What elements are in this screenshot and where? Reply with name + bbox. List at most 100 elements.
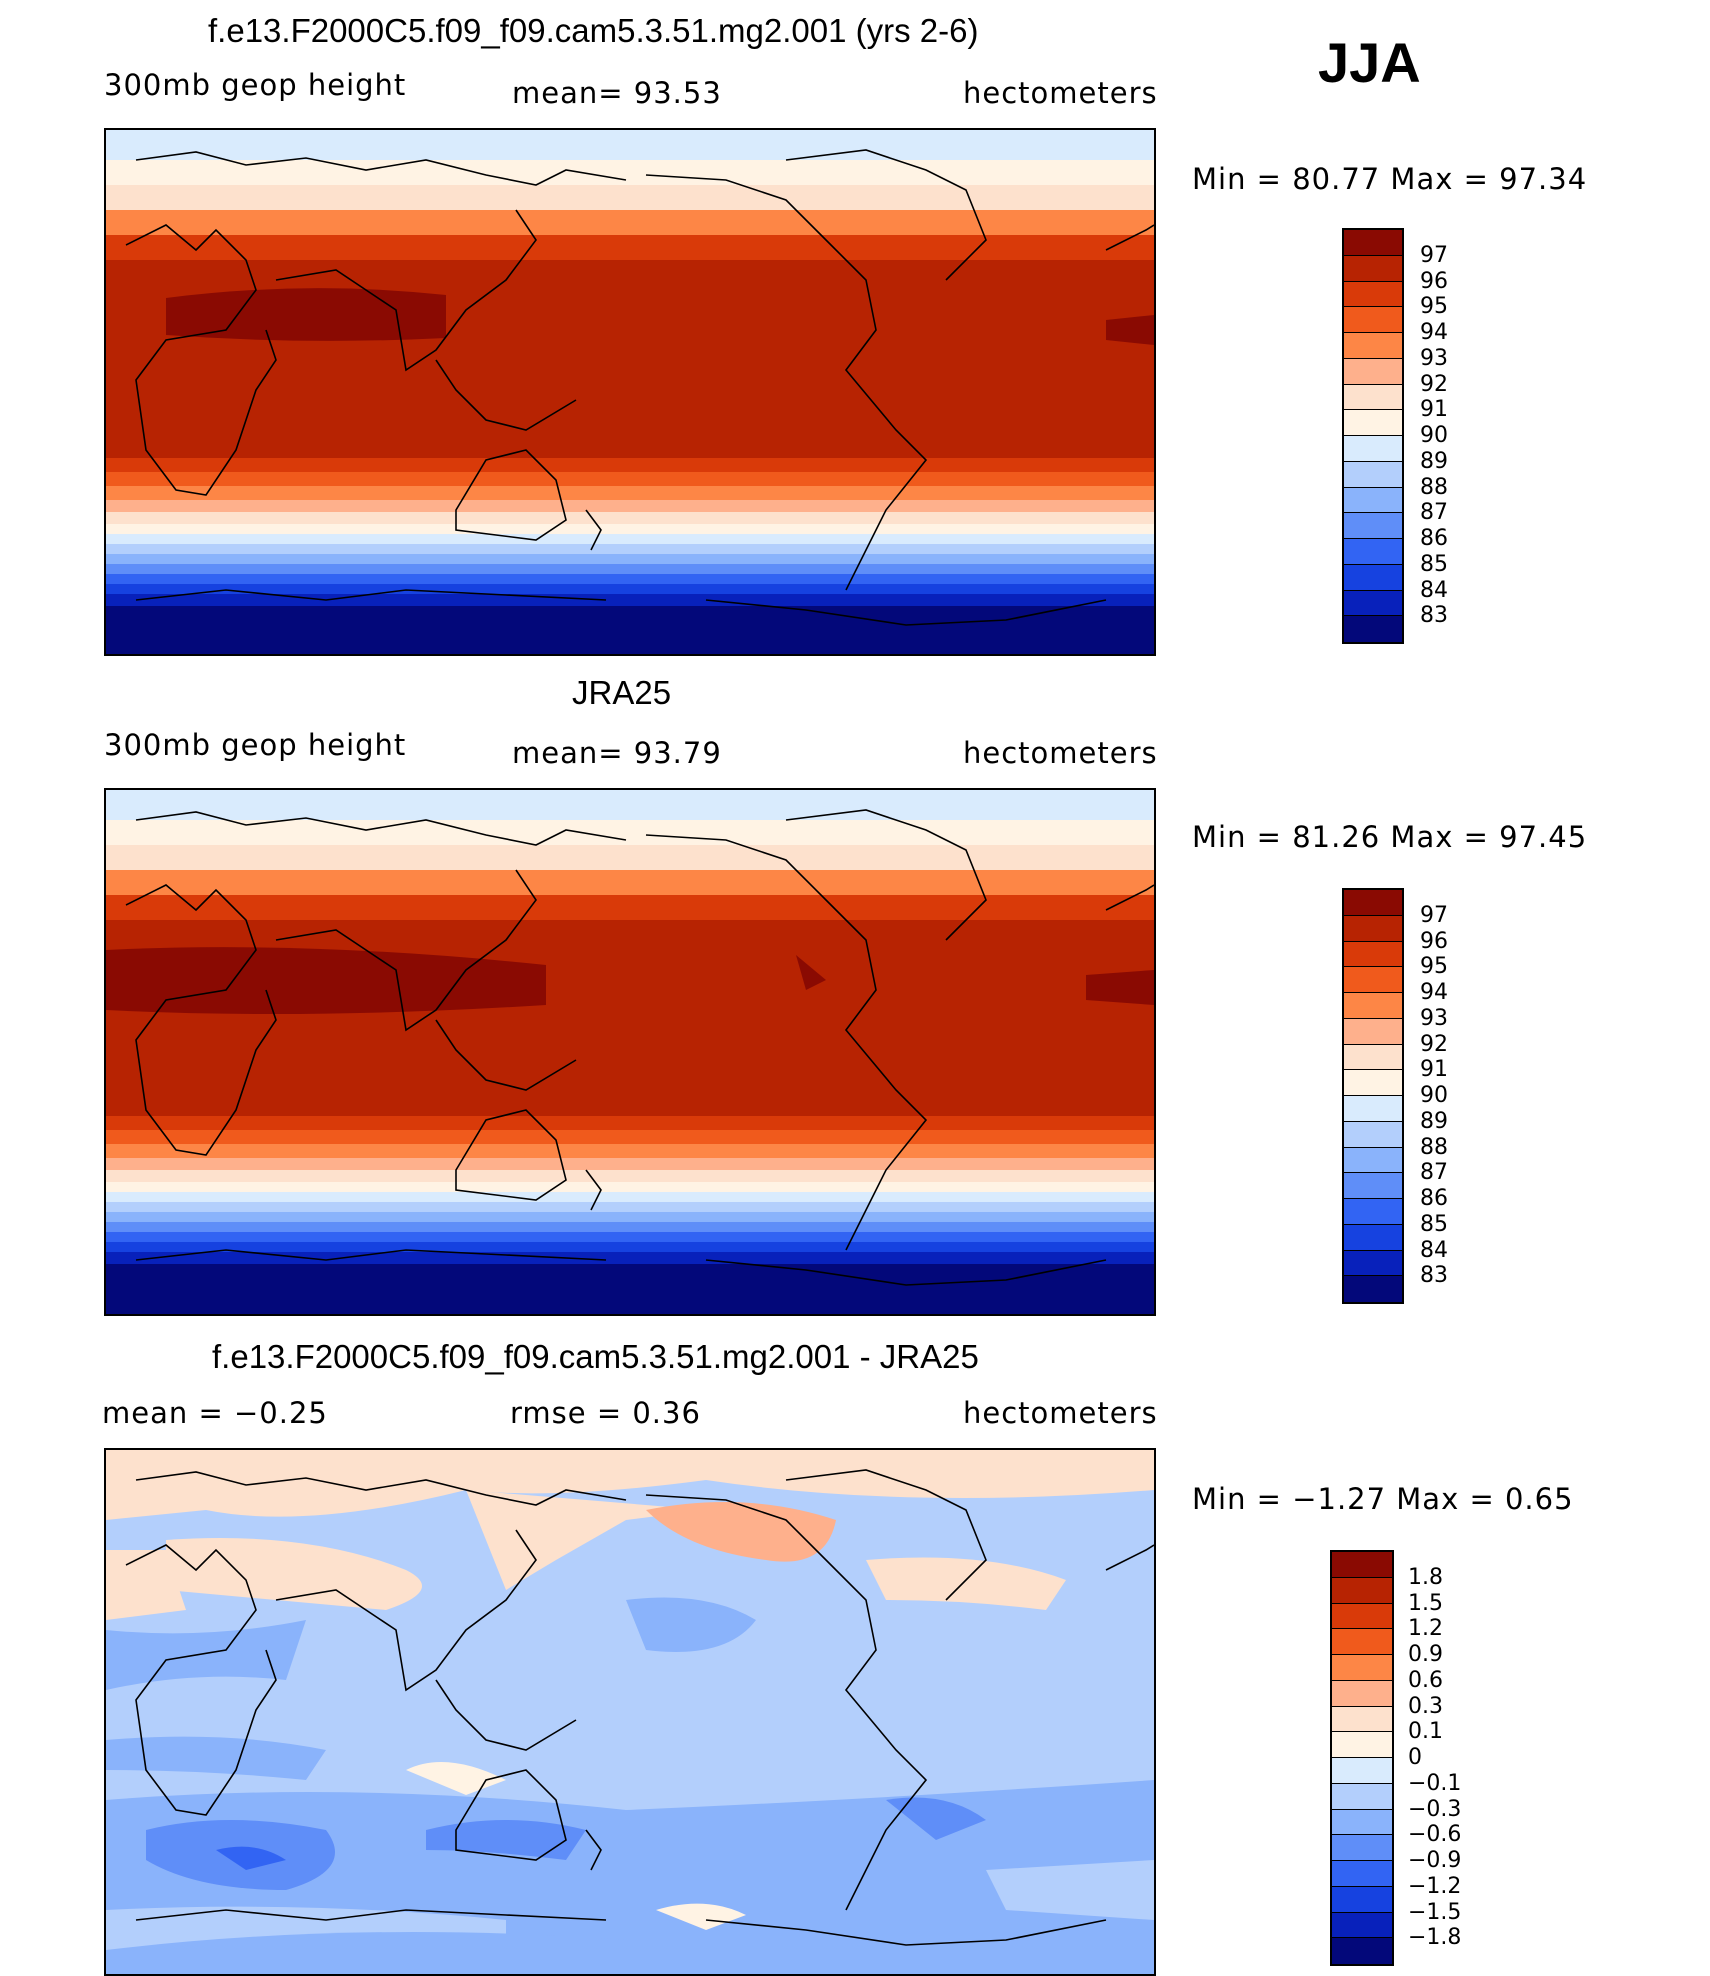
panel1-colorbar-swatch (1344, 281, 1402, 308)
panel2-colorbar-swatch (1344, 941, 1402, 968)
panel2-colorbar-label: 91 (1420, 1057, 1448, 1082)
panel1-left-label: 300mb geop height (104, 68, 407, 102)
panel1-colorbar-label: 87 (1420, 500, 1448, 525)
panel2-colorbar-swatch (1344, 1250, 1402, 1277)
panel2-colorbar-label: 92 (1420, 1032, 1448, 1057)
panel1-colorbar-swatch (1344, 487, 1402, 514)
panel3-min-max: Min = −1.27 Max = 0.65 (1192, 1482, 1574, 1516)
panel1-colorbar-swatch (1344, 358, 1402, 385)
panel2-colorbar-swatch (1344, 1070, 1402, 1096)
panel2-colorbar-swatch (1344, 967, 1402, 993)
panel1-title: f.e13.F2000C5.f09_f09.cam5.3.51.mg2.001 … (208, 12, 979, 49)
panel1-units-label: hectometers (963, 76, 1158, 110)
panel1-colorbar-swatch (1344, 410, 1402, 436)
panel3-colorbar-label: 0.6 (1408, 1668, 1443, 1693)
panel2-colorbar-label: 90 (1420, 1083, 1448, 1108)
panel3-map (104, 1448, 1156, 1976)
panel3-colorbar-label: −0.6 (1408, 1822, 1462, 1847)
panel2-colorbar-swatch (1344, 890, 1402, 916)
panel1-colorbar-swatch (1344, 616, 1402, 642)
panel3-colorbar-label: −0.9 (1408, 1848, 1462, 1873)
panel1-colorbar-label: 86 (1420, 526, 1448, 551)
panel2-mean-label: mean= 93.79 (512, 736, 722, 770)
panel1-colorbar-label: 93 (1420, 346, 1448, 371)
panel2-colorbar-swatch (1344, 1224, 1402, 1251)
panel1-colorbar-swatch (1344, 255, 1402, 282)
panel1-colorbar-swatch (1344, 230, 1402, 256)
panel2-colorbar-label: 87 (1420, 1160, 1448, 1185)
panel3-colorbar-swatch (1332, 1732, 1392, 1758)
panel1-colorbar-swatch (1344, 539, 1402, 565)
panel3-colorbar-swatch (1332, 1577, 1392, 1604)
panel2-min-max: Min = 81.26 Max = 97.45 (1192, 820, 1588, 854)
panel3-colorbar-swatch (1332, 1629, 1392, 1655)
panel3-colorbar-label: 0.1 (1408, 1719, 1443, 1744)
panel2-colorbar-label: 95 (1420, 954, 1448, 979)
panel2-colorbar-label: 86 (1420, 1186, 1448, 1211)
panel1-colorbar-swatch (1344, 513, 1402, 539)
panel3-colorbar-swatch (1332, 1603, 1392, 1630)
panel2-colorbar-label: 85 (1420, 1212, 1448, 1237)
panel2-units-label: hectometers (963, 736, 1158, 770)
panel2-left-label: 300mb geop height (104, 728, 407, 762)
panel1-mean-label: mean= 93.53 (512, 76, 722, 110)
panel1-colorbar-label: 97 (1420, 243, 1448, 268)
panel3-colorbar-swatch (1332, 1912, 1392, 1939)
panel2-colorbar-swatch (1344, 1121, 1402, 1148)
panel1-colorbar-label: 92 (1420, 372, 1448, 397)
panel2-colorbar-swatch (1344, 915, 1402, 942)
panel2-colorbar-swatch (1344, 1147, 1402, 1174)
panel2-colorbar-label: 83 (1420, 1263, 1448, 1288)
panel3-title: f.e13.F2000C5.f09_f09.cam5.3.51.mg2.001 … (212, 1338, 979, 1375)
panel2-colorbar-label: 96 (1420, 929, 1448, 954)
panel1-colorbar-label: 89 (1420, 449, 1448, 474)
panel1-colorbar-swatch (1344, 564, 1402, 591)
panel3-colorbar-swatch (1332, 1655, 1392, 1681)
panel2-colorbar-label: 88 (1420, 1135, 1448, 1160)
panel1-colorbar-swatch (1344, 461, 1402, 488)
panel2-colorbar (1342, 888, 1404, 1304)
panel3-colorbar-swatch (1332, 1835, 1392, 1861)
panel2-colorbar-swatch (1344, 1276, 1402, 1302)
panel1-colorbar-label: 84 (1420, 578, 1448, 603)
panel3-colorbar-label: 1.5 (1408, 1591, 1443, 1616)
panel3-colorbar-swatch (1332, 1938, 1392, 1964)
panel2-colorbar-label: 94 (1420, 980, 1448, 1005)
panel3-colorbar-swatch (1332, 1758, 1392, 1784)
panel3-colorbar-swatch (1332, 1783, 1392, 1810)
panel1-colorbar-label: 94 (1420, 320, 1448, 345)
panel3-colorbar-swatch (1332, 1680, 1392, 1707)
panel1-colorbar-swatch (1344, 436, 1402, 462)
panel2-colorbar-swatch (1344, 1199, 1402, 1225)
panel2-map (104, 788, 1156, 1316)
panel3-colorbar-label: −1.2 (1408, 1874, 1462, 1899)
panel3-colorbar-swatch (1332, 1552, 1392, 1578)
panel2-colorbar-label: 89 (1420, 1109, 1448, 1134)
panel2-colorbar-label: 93 (1420, 1006, 1448, 1031)
panel3-units-label: hectometers (963, 1396, 1158, 1430)
panel2-colorbar-swatch (1344, 1044, 1402, 1071)
panel2-colorbar-swatch (1344, 1018, 1402, 1045)
panel1-colorbar-label: 90 (1420, 423, 1448, 448)
panel1-colorbar-label: 83 (1420, 603, 1448, 628)
season-label: JJA (1318, 31, 1421, 94)
panel3-colorbar-label: 1.2 (1408, 1616, 1443, 1641)
panel3-colorbar-label: −0.3 (1408, 1797, 1462, 1822)
panel2-colorbar-label: 84 (1420, 1238, 1448, 1263)
panel2-colorbar-swatch (1344, 1173, 1402, 1199)
panel3-colorbar-swatch (1332, 1886, 1392, 1913)
panel3-colorbar-label: −1.5 (1408, 1900, 1462, 1925)
panel1-colorbar-swatch (1344, 590, 1402, 617)
panel1-min-max: Min = 80.77 Max = 97.34 (1192, 162, 1588, 196)
panel3-rmse-label: rmse = 0.36 (510, 1396, 701, 1430)
panel1-colorbar-label: 91 (1420, 397, 1448, 422)
panel3-colorbar-label: 1.8 (1408, 1565, 1443, 1590)
panel1-colorbar-label: 95 (1420, 294, 1448, 319)
panel1-colorbar-label: 85 (1420, 552, 1448, 577)
panel3-colorbar-label: −1.8 (1408, 1925, 1462, 1950)
panel2-title: JRA25 (572, 674, 672, 711)
panel2-colorbar-label: 97 (1420, 903, 1448, 928)
panel3-colorbar-label: 0 (1408, 1745, 1422, 1770)
panel2-colorbar-swatch (1344, 993, 1402, 1019)
panel3-colorbar-swatch (1332, 1861, 1392, 1887)
